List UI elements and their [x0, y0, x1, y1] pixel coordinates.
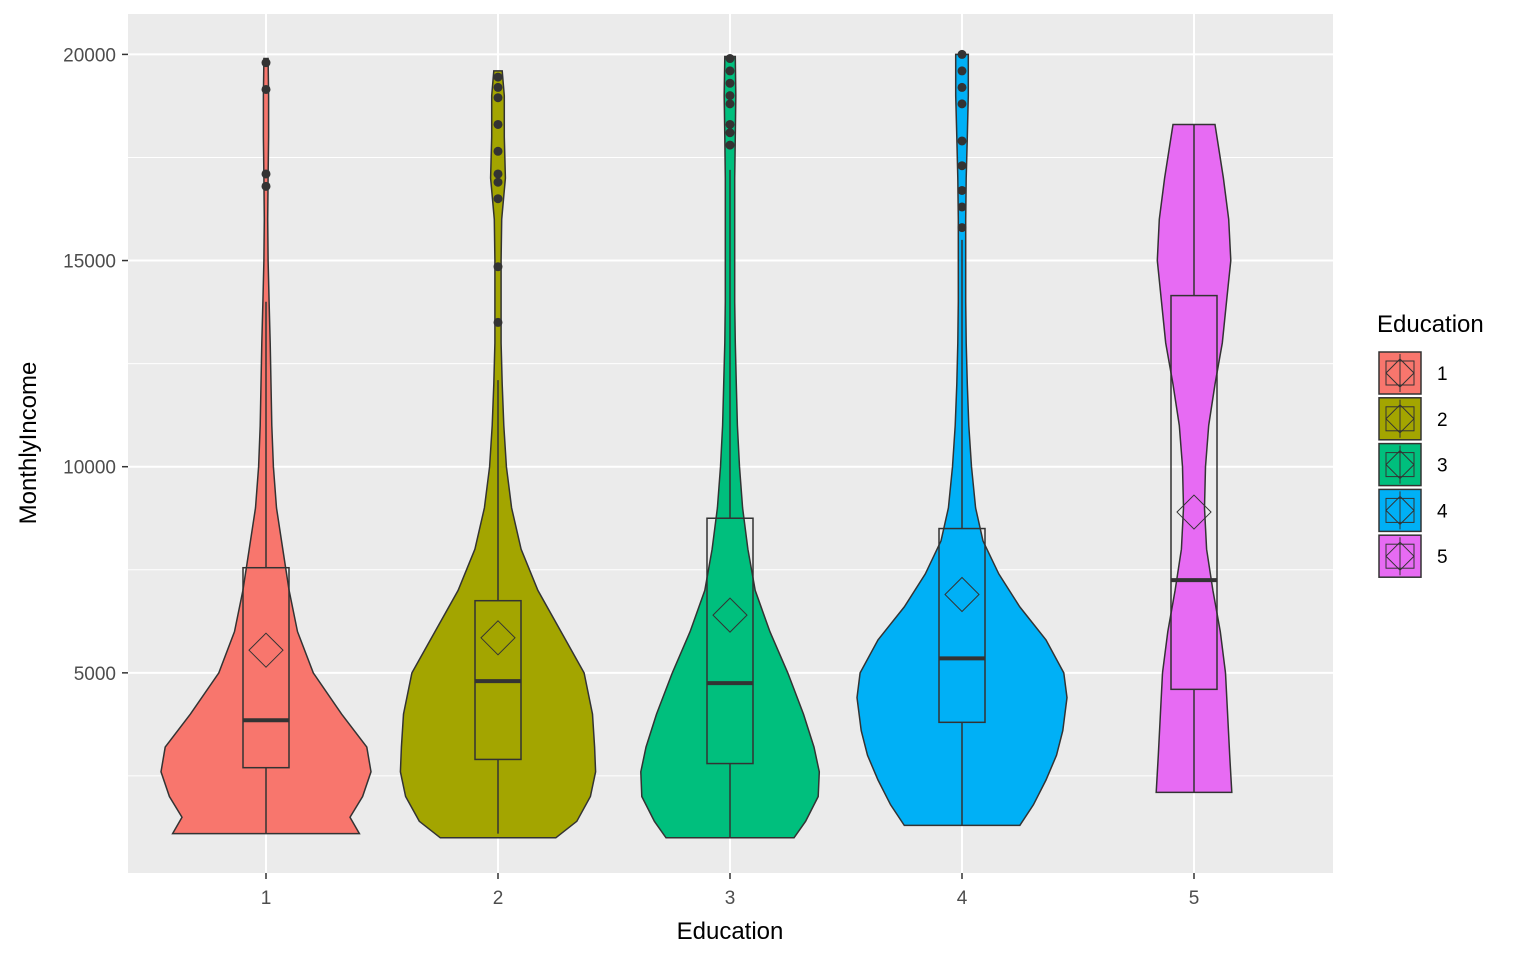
outlier-point	[493, 262, 503, 272]
violin-group-2	[399, 70, 597, 839]
violin-group-5	[1155, 123, 1233, 794]
x-axis-ticks: 1 2 3 4 5	[261, 873, 1200, 909]
outlier-point	[493, 194, 503, 204]
box	[242, 566, 290, 769]
violin-group-4	[856, 49, 1068, 827]
outlier-point	[725, 119, 735, 129]
legend-title: Education	[1377, 311, 1484, 338]
legend-key-5: 5	[1378, 534, 1448, 578]
outlier-point	[957, 82, 967, 92]
outlier-point	[261, 181, 271, 191]
outlier-point	[493, 72, 503, 82]
x-tick-label: 1	[261, 888, 272, 909]
x-axis-title: Education	[677, 918, 784, 945]
outlier-point	[493, 317, 503, 327]
legend-mean-diamond	[1385, 449, 1415, 480]
box	[938, 527, 986, 724]
violins	[160, 49, 1233, 839]
legend-mean-diamond	[1385, 541, 1415, 571]
y-tick-label: 10000	[63, 458, 116, 479]
outlier-point	[493, 169, 503, 179]
y-tick-label: 20000	[63, 45, 116, 66]
outlier-point	[261, 84, 271, 94]
box	[706, 517, 754, 765]
x-tick-label: 4	[957, 888, 968, 909]
outlier-point	[957, 66, 967, 76]
outlier-point	[957, 99, 967, 109]
outlier-point	[493, 93, 503, 103]
y-axis-ticks: 5000 10000 15000 20000	[63, 45, 128, 685]
outlier-point	[725, 128, 735, 138]
outlier-point	[261, 58, 271, 68]
violin-group-1	[160, 57, 372, 835]
legend-label: 2	[1437, 410, 1448, 431]
legend-key-3: 3	[1378, 442, 1448, 487]
mean-marker	[712, 597, 748, 633]
outlier-point	[957, 49, 967, 59]
outlier-point	[957, 202, 967, 212]
legend-mean-diamond	[1385, 358, 1415, 388]
violin-shape	[1155, 123, 1233, 794]
outlier-point	[725, 54, 735, 64]
outlier-point	[957, 136, 967, 146]
legend-label: 4	[1437, 501, 1448, 522]
outlier-point	[957, 223, 967, 233]
outlier-point	[493, 82, 503, 92]
y-tick-label: 15000	[63, 252, 116, 273]
outlier-point	[725, 91, 735, 101]
outlier-point	[725, 140, 735, 150]
mean-marker	[480, 620, 516, 656]
legend-key-1: 1	[1378, 351, 1448, 395]
violin-group-3	[640, 54, 821, 839]
mean-marker	[1176, 494, 1212, 530]
outlier-point	[957, 161, 967, 171]
box	[1170, 294, 1218, 691]
outlier-point	[261, 169, 271, 179]
legend-mean-diamond	[1385, 404, 1415, 434]
outlier-point	[493, 119, 503, 129]
legend-label: 3	[1437, 456, 1448, 477]
legend-key-4: 4	[1378, 488, 1448, 533]
outlier-point	[493, 177, 503, 187]
y-tick-label: 5000	[74, 664, 116, 685]
y-axis-title: MonthlyIncome	[15, 362, 42, 525]
outlier-point	[957, 185, 967, 195]
mean-marker	[944, 576, 980, 613]
legend-key-2: 2	[1378, 397, 1448, 441]
x-tick-label: 2	[493, 888, 504, 909]
legend-label: 5	[1437, 547, 1448, 568]
legend-mean-diamond	[1385, 495, 1415, 526]
x-tick-label: 5	[1189, 888, 1200, 909]
outlier-point	[725, 99, 735, 109]
mean-marker	[248, 632, 284, 668]
outlier-point	[725, 78, 735, 88]
legend-label: 1	[1437, 364, 1448, 385]
legend-keys: 1 2 3 4 5	[1378, 351, 1448, 578]
outlier-point	[493, 146, 503, 156]
x-tick-label: 3	[725, 888, 736, 909]
legend: Education 1 2 3 4 5	[1377, 311, 1484, 578]
outlier-point	[725, 66, 735, 76]
